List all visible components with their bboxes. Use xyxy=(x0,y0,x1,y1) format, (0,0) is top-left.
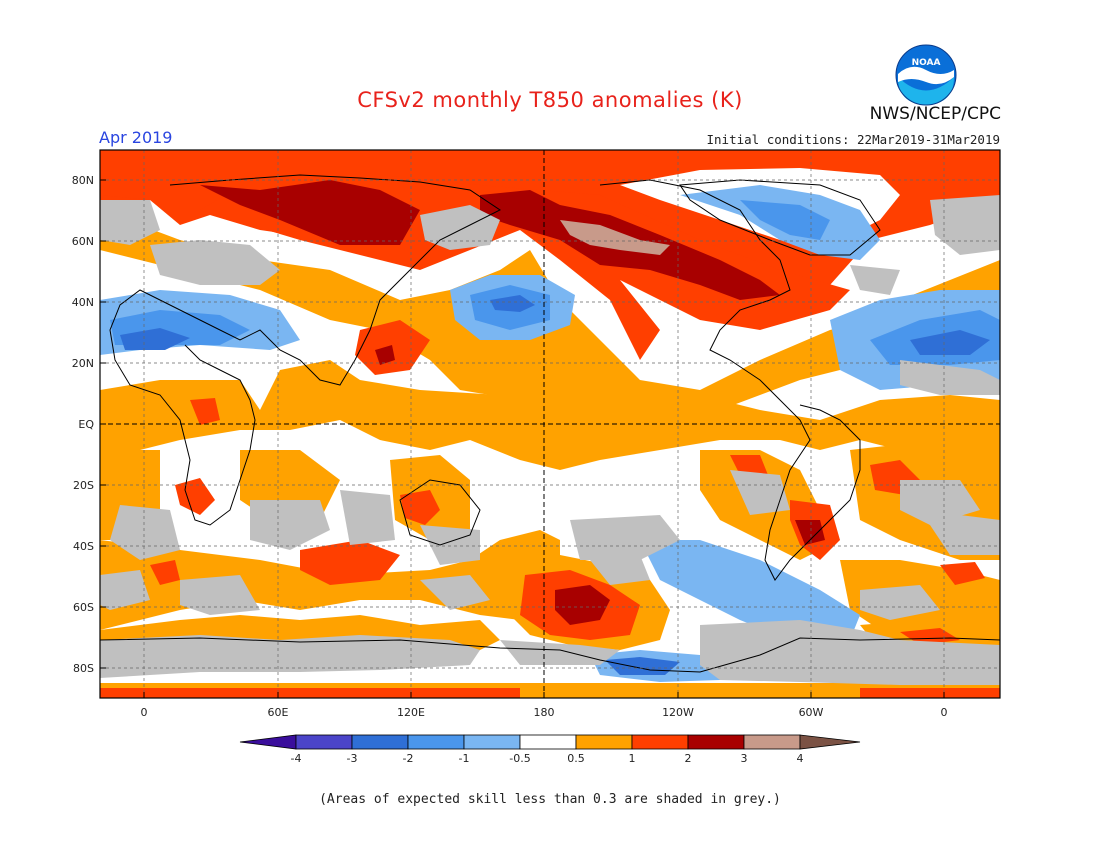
coastlines xyxy=(100,174,1000,673)
lat-label: 80N xyxy=(72,174,94,187)
logo-text: NOAA xyxy=(912,58,941,68)
forecast-month: Apr 2019 xyxy=(99,128,173,147)
anomaly-field xyxy=(100,150,1000,698)
colorbar-arrow-high xyxy=(799,734,861,750)
low-skill-shading xyxy=(100,195,1000,685)
colorbar-segment xyxy=(631,734,689,750)
noaa-logo: NOAA xyxy=(895,44,957,106)
colorbar-labels: -4 -3 -2 -1 -0.5 0.5 1 2 3 4 xyxy=(291,752,804,765)
lon-label: 0 xyxy=(941,706,948,719)
lat-label: 40N xyxy=(72,296,94,309)
latitude-labels: 80N 60N 40N 20N EQ 20S 40S 60S 80S xyxy=(72,174,95,675)
graticule xyxy=(100,150,1000,698)
lat-label: 60S xyxy=(73,601,94,614)
colorbar-tick: -0.5 xyxy=(509,752,530,765)
colorbar-segment xyxy=(407,734,465,750)
lon-label: 180 xyxy=(534,706,555,719)
lat-label: 20S xyxy=(73,479,94,492)
colorbar-tick: 1 xyxy=(629,752,636,765)
colorbar-segment xyxy=(575,734,633,750)
colorbar-tick: -3 xyxy=(347,752,358,765)
colorbar-tick: -4 xyxy=(291,752,302,765)
colorbar-tick: 3 xyxy=(741,752,748,765)
colorbar-segment xyxy=(351,734,409,750)
colorbar-tick: 0.5 xyxy=(567,752,585,765)
axis-ticks xyxy=(100,179,945,698)
colorbar-tick: 2 xyxy=(685,752,692,765)
map-title: CFSv2 monthly T850 anomalies (K) xyxy=(357,88,743,112)
agency-label: NWS/NCEP/CPC xyxy=(869,104,1001,124)
colorbar-tick: 4 xyxy=(797,752,804,765)
colorbar-segment xyxy=(687,734,745,750)
colorbar-segment xyxy=(743,734,801,750)
colorbar xyxy=(239,734,861,750)
lat-label: 80S xyxy=(73,662,94,675)
lat-label: 20N xyxy=(72,357,94,370)
lon-label: 0 xyxy=(141,706,148,719)
colorbar-tick: -1 xyxy=(459,752,470,765)
lon-label: 60E xyxy=(268,706,289,719)
initial-conditions: Initial conditions: 22Mar2019-31Mar2019 xyxy=(706,132,1001,147)
longitude-labels: 0 60E 120E 180 120W 60W 0 xyxy=(141,706,948,719)
colorbar-segment xyxy=(295,734,353,750)
skill-footnote: (Areas of expected skill less than 0.3 a… xyxy=(319,792,781,807)
colorbar-arrow-low xyxy=(239,734,297,750)
lat-label: 40S xyxy=(73,540,94,553)
lon-label: 120E xyxy=(397,706,425,719)
colorbar-segment xyxy=(519,734,577,750)
colorbar-segment xyxy=(463,734,521,750)
lat-label: 60N xyxy=(72,235,94,248)
colorbar-tick: -2 xyxy=(403,752,414,765)
lat-label: EQ xyxy=(78,418,94,431)
lon-label: 120W xyxy=(662,706,694,719)
lon-label: 60W xyxy=(799,706,824,719)
